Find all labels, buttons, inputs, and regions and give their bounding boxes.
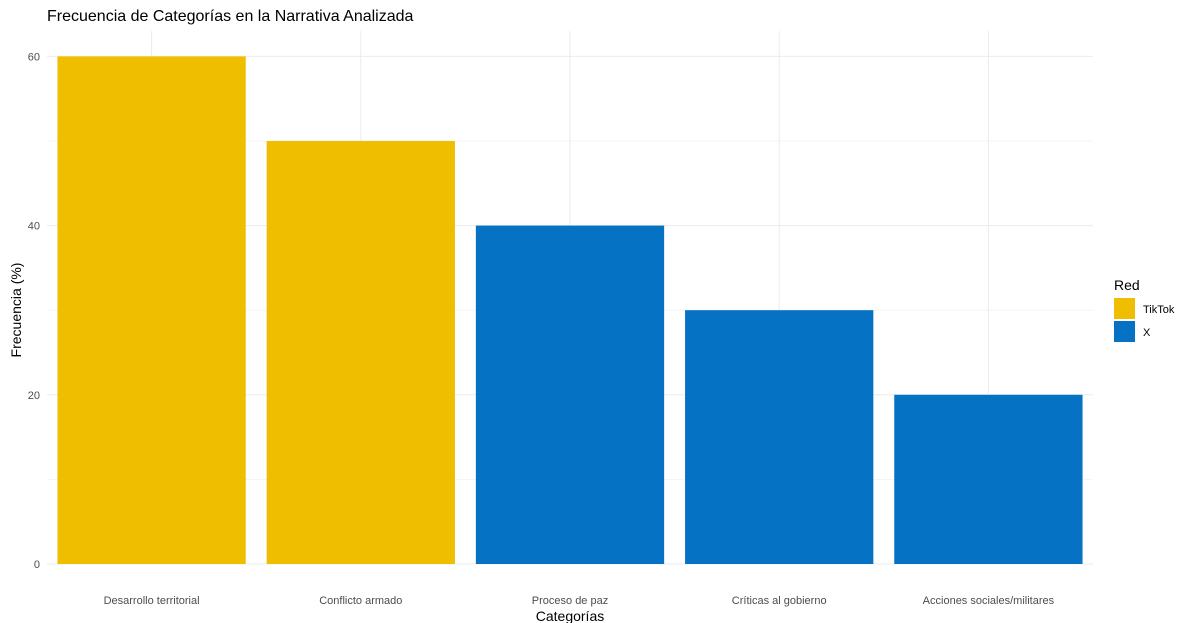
x-axis-ticks: Desarrollo territorial Conflicto armado Pr… xyxy=(104,595,1055,607)
y-tick-label: 20 xyxy=(28,390,40,402)
x-tick-label: Acciones sociales/militares xyxy=(923,595,1055,607)
bar xyxy=(57,56,246,564)
x-tick-label: Desarrollo territorial xyxy=(104,595,200,607)
y-tick-label: 0 xyxy=(34,559,40,571)
x-tick-label: Conflicto armado xyxy=(319,595,402,607)
y-tick-label: 40 xyxy=(28,221,40,233)
legend-title: Red xyxy=(1114,277,1140,293)
legend-label: TikTok xyxy=(1143,304,1175,316)
x-tick-label: Críticas al gobierno xyxy=(732,595,827,607)
bar xyxy=(894,394,1083,564)
bar xyxy=(266,140,455,564)
bar xyxy=(475,225,665,565)
legend: Red TikTok X xyxy=(1114,277,1175,342)
y-axis-ticks: 0 20 40 60 xyxy=(28,51,40,571)
bar xyxy=(685,310,874,564)
legend-swatch xyxy=(1114,321,1135,342)
chart-title: Frecuencia de Categorías en la Narrativa… xyxy=(47,8,414,25)
x-axis-title: Categorías xyxy=(536,608,604,623)
legend-swatch xyxy=(1114,298,1135,319)
x-tick-label: Proceso de paz xyxy=(532,595,608,607)
bars xyxy=(57,56,1083,565)
y-tick-label: 60 xyxy=(28,51,40,63)
legend-label: X xyxy=(1143,327,1151,339)
y-axis-title: Frecuencia (%) xyxy=(8,263,24,358)
